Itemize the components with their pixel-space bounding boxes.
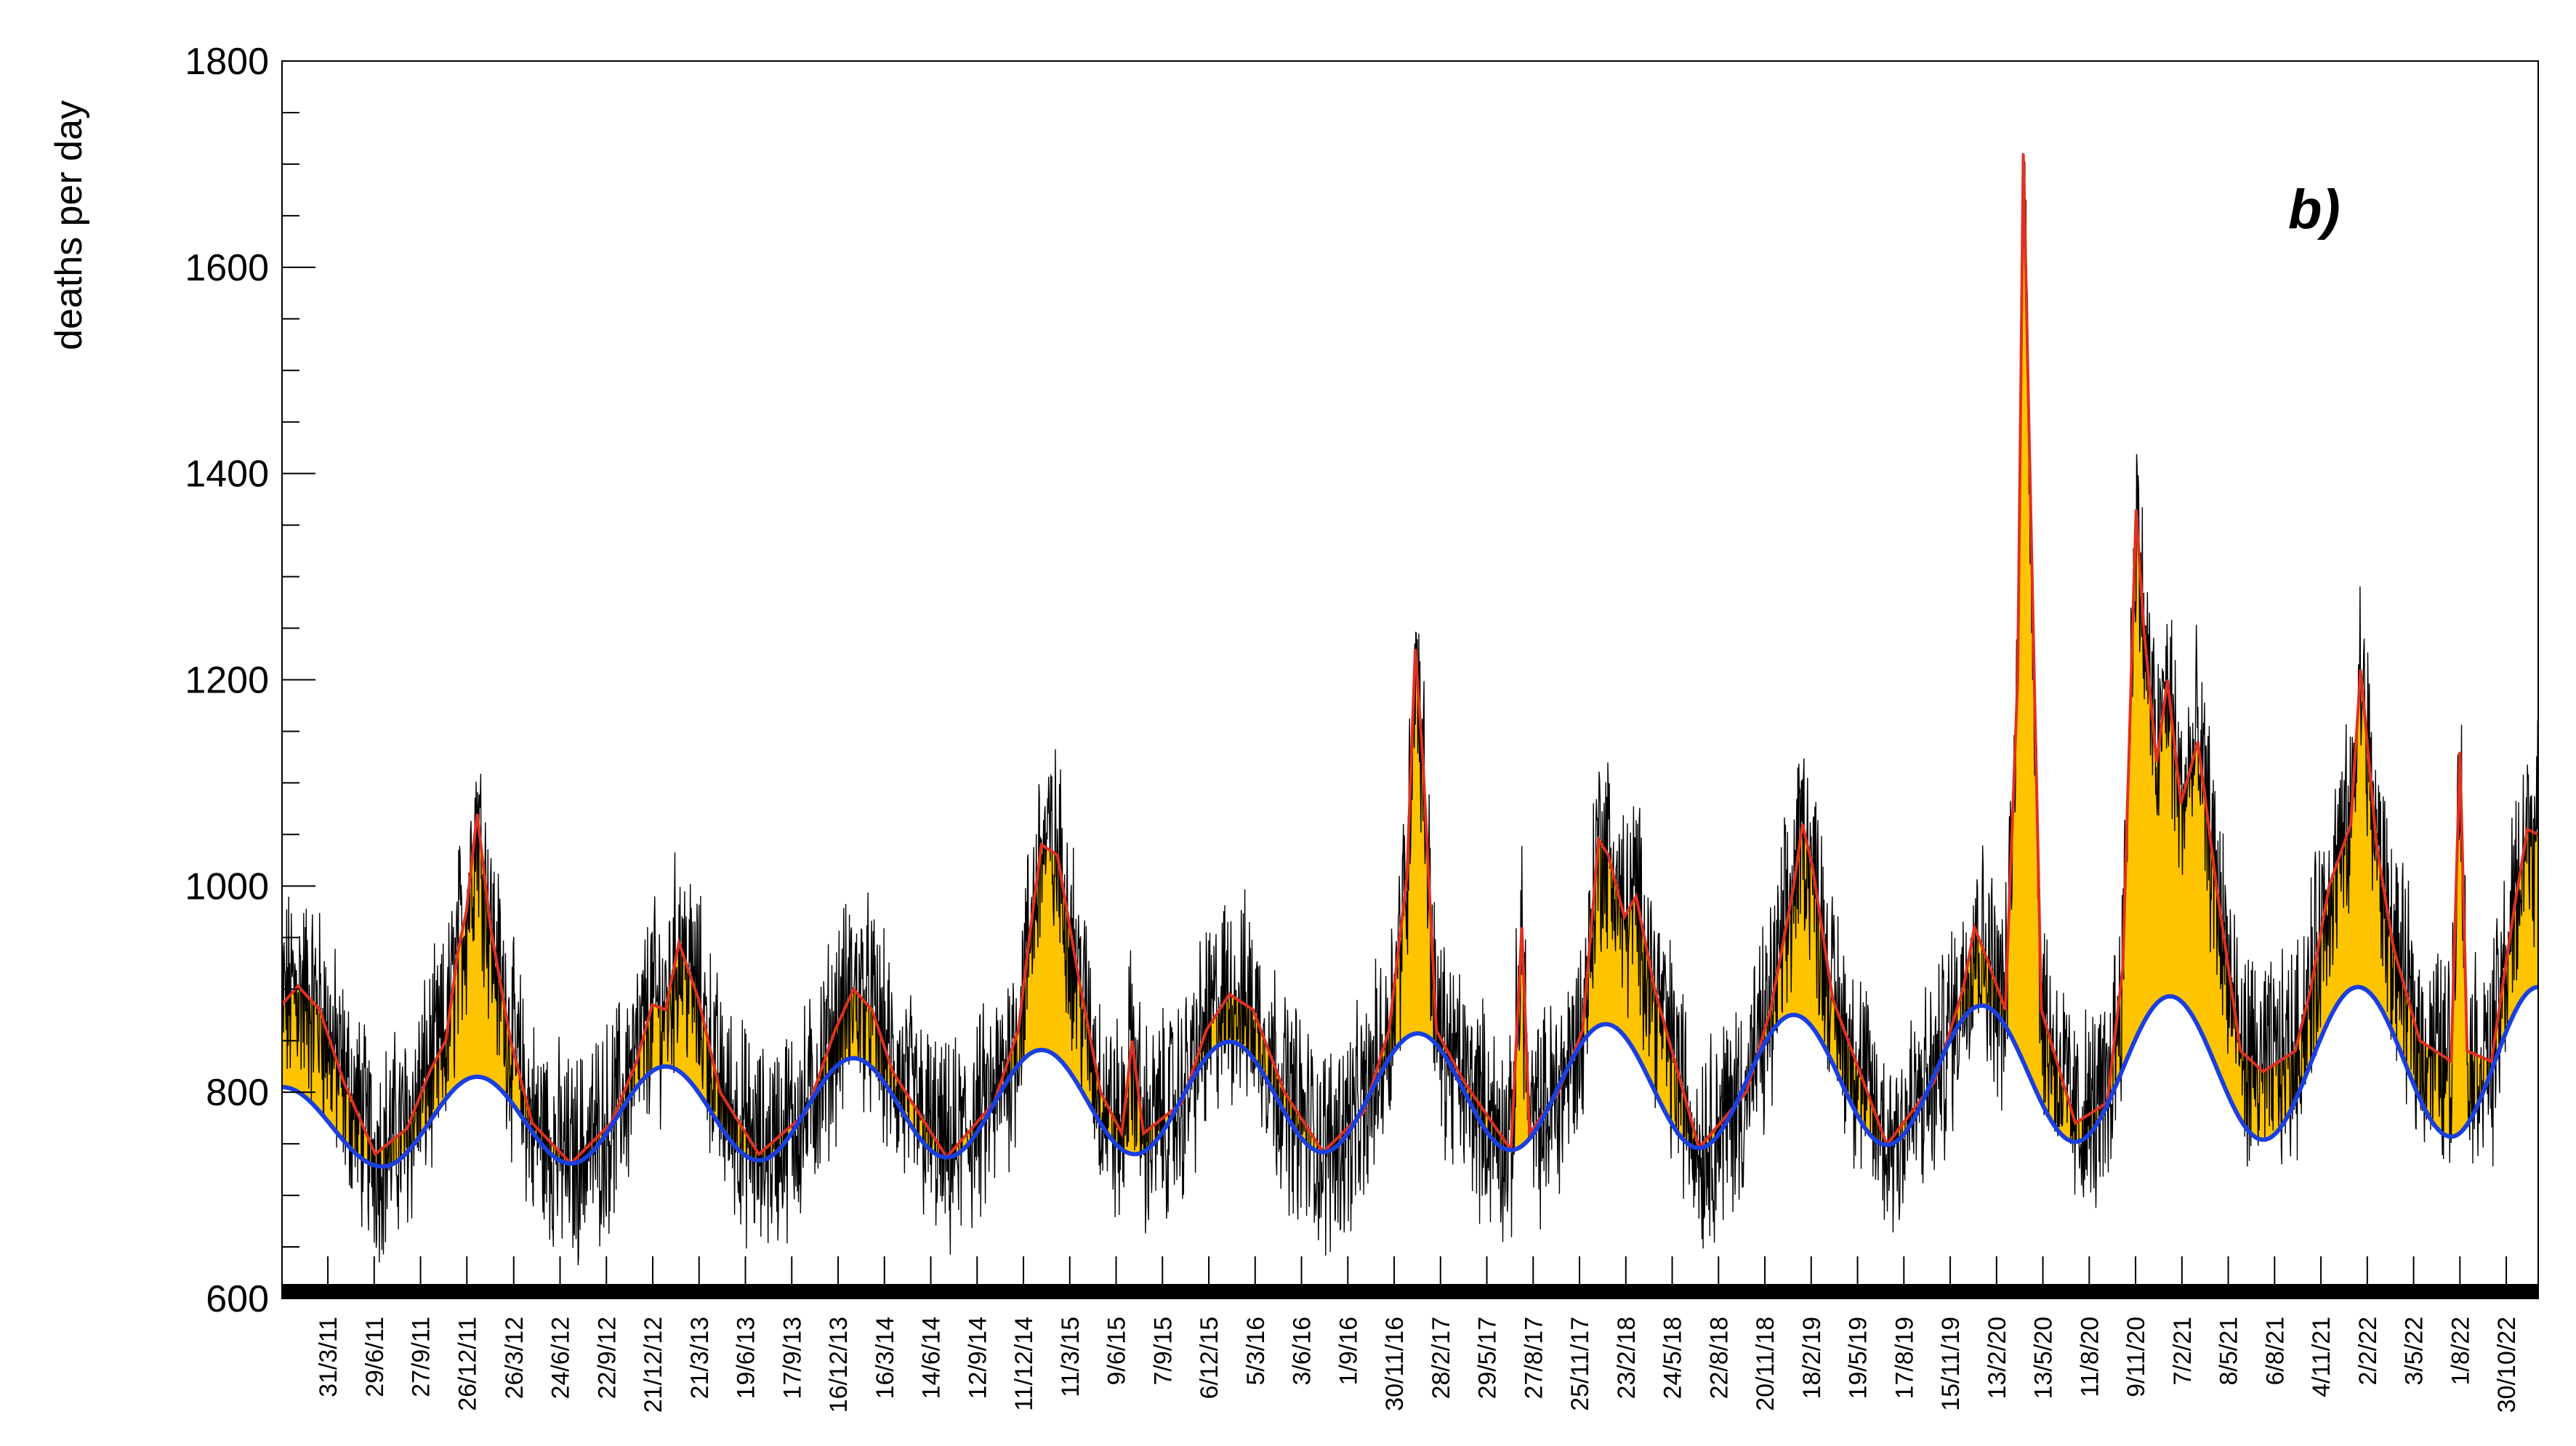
x-tick-label: 6/12/15 [1196, 1317, 1223, 1399]
y-tick-label: 1400 [185, 453, 269, 496]
series-layer [281, 153, 2539, 1169]
y-axis: 600 800 1000 1200 1400 1600 1800 [185, 41, 315, 1320]
x-axis: 31/3/11 29/6/11 27/9/11 26/12/11 26/3/12 24/6… [315, 1256, 2521, 1413]
x-tick-label: 11/3/15 [1057, 1317, 1084, 1397]
x-axis-band [282, 1284, 2538, 1298]
x-tick-label: 3/5/22 [2401, 1317, 2428, 1386]
y-tick-label: 600 [206, 1278, 269, 1320]
x-tick-label: 21/12/12 [640, 1317, 667, 1413]
x-tick-label: 20/11/18 [1752, 1317, 1779, 1411]
x-tick-label: 13/2/20 [1984, 1317, 2011, 1399]
x-tick-label: 17/8/19 [1891, 1317, 1918, 1399]
x-tick-label: 16/3/14 [872, 1317, 899, 1399]
excess-area [1368, 648, 1551, 1150]
x-tick-label: 19/6/13 [733, 1317, 760, 1399]
x-tick-label: 8/5/21 [2215, 1317, 2243, 1386]
x-tick-label: 26/12/11 [454, 1317, 481, 1411]
smoothed-series-line [281, 153, 2539, 1166]
x-tick-label: 9/6/15 [1103, 1317, 1131, 1386]
x-tick-label: 1/9/16 [1335, 1317, 1362, 1386]
x-tick-label: 1/8/22 [2447, 1317, 2474, 1386]
x-tick-label: 31/3/11 [315, 1317, 342, 1397]
x-tick-label: 19/5/19 [1845, 1317, 1872, 1399]
x-tick-label: 24/6/12 [547, 1317, 575, 1399]
x-tick-label: 27/8/17 [1520, 1317, 1547, 1399]
excess-fill-layer [282, 153, 2538, 1167]
x-tick-label: 22/8/18 [1705, 1317, 1733, 1399]
x-tick-label: 30/11/16 [1381, 1317, 1409, 1411]
x-tick-label: 12/9/14 [964, 1317, 991, 1399]
y-tick-label: 800 [206, 1072, 269, 1114]
x-tick-label: 23/2/18 [1613, 1317, 1641, 1399]
x-tick-label: 24/5/18 [1659, 1317, 1687, 1399]
x-tick-label: 16/12/13 [825, 1317, 853, 1413]
x-tick-label: 14/6/14 [918, 1317, 946, 1399]
x-tick-label: 5/3/16 [1242, 1317, 1270, 1386]
x-tick-label: 29/6/11 [361, 1317, 389, 1397]
x-tick-label: 4/11/21 [2308, 1317, 2335, 1397]
y-tick-label: 1600 [185, 247, 269, 289]
x-tick-label: 2/2/22 [2354, 1317, 2382, 1386]
y-tick-label: 1800 [185, 41, 269, 83]
x-tick-label: 7/2/21 [2169, 1317, 2197, 1386]
x-tick-label: 25/11/17 [1566, 1317, 1594, 1411]
x-tick-label: 15/11/19 [1937, 1317, 1965, 1411]
x-tick-label: 7/9/15 [1149, 1317, 1177, 1386]
x-tick-label: 21/3/13 [686, 1317, 714, 1399]
y-axis-title: deaths per day [48, 100, 90, 350]
x-tick-label: 18/2/19 [1798, 1317, 1826, 1399]
x-tick-label: 11/12/14 [1010, 1317, 1038, 1411]
x-tick-label: 13/5/20 [2030, 1317, 2058, 1399]
x-tick-label: 28/2/17 [1428, 1317, 1455, 1399]
panel-label: b) [2288, 179, 2340, 241]
y-tick-label: 1200 [185, 660, 269, 702]
excess-area [809, 844, 1178, 1158]
x-tick-label: 22/9/12 [593, 1317, 621, 1399]
x-tick-label: 26/3/12 [501, 1317, 528, 1399]
y-tick-label: 1000 [185, 865, 269, 908]
x-tick-label: 9/11/20 [2122, 1317, 2150, 1397]
x-tick-label: 27/9/11 [408, 1317, 435, 1397]
x-tick-label: 6/8/21 [2261, 1317, 2289, 1386]
x-tick-label: 30/10/22 [2493, 1317, 2521, 1413]
x-tick-label: 29/5/17 [1474, 1317, 1502, 1399]
x-tick-label: 17/9/13 [778, 1317, 806, 1399]
x-tick-label: 11/8/20 [2076, 1317, 2104, 1397]
x-tick-label: 3/6/16 [1289, 1317, 1316, 1386]
baseline-series-line [282, 985, 2538, 1169]
